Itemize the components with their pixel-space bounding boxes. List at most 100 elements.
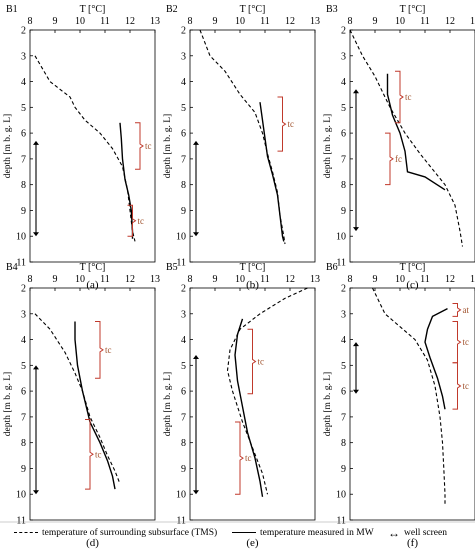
y-tick-label: 6 <box>21 129 26 140</box>
plot-frame <box>29 287 156 521</box>
x-tick-label: 10 <box>395 274 405 285</box>
y-tick-label: 6 <box>181 129 186 140</box>
y-tick-label: 10 <box>336 490 346 501</box>
x-tick-label: 13 <box>310 274 320 285</box>
x-tick-label: 12 <box>285 274 295 285</box>
annotation-label: tc <box>138 216 145 226</box>
y-tick-label: 7 <box>21 154 26 165</box>
well-screen-arrow-up <box>33 140 39 145</box>
y-tick-label: 3 <box>181 51 186 62</box>
y-tick-label: 7 <box>181 154 186 165</box>
well-screen-arrow-up <box>193 140 199 145</box>
solid-line-icon <box>232 532 256 534</box>
chart-id-label: B3 <box>326 4 338 15</box>
y-tick-label: 3 <box>181 309 186 320</box>
chart-b4: B4 T [°C] depth [m b. g. L] (d) 8 9 10 11 12 13 2 3… <box>3 262 160 549</box>
y-tick-label: 2 <box>341 284 346 295</box>
y-tick-label: 9 <box>21 206 26 217</box>
annotation-label: fc <box>395 154 402 164</box>
chart-b6: B6 T [°C] depth [m b. g. L] (f) 8 9 10 11 12 13 2 3… <box>323 262 475 549</box>
x-axis-label: T [°C] <box>240 262 266 273</box>
y-tick-label: 5 <box>21 103 26 114</box>
x-tick-label: 11 <box>260 274 270 285</box>
y-tick-label: 5 <box>181 103 186 114</box>
x-tick-label: 12 <box>445 274 455 285</box>
x-tick-label: 9 <box>53 16 58 27</box>
y-tick-label: 6 <box>21 387 26 398</box>
y-tick-label: 8 <box>21 180 26 191</box>
y-tick-label: 4 <box>341 335 346 346</box>
y-tick-label: 9 <box>341 464 346 475</box>
x-tick-label: 9 <box>53 274 58 285</box>
y-tick-label: 8 <box>181 180 186 191</box>
x-tick-label: 11 <box>100 274 110 285</box>
annotation-label: tc <box>105 345 112 355</box>
annotation-label: tc <box>95 449 102 459</box>
y-axis-label: depth [m b. g. L] <box>3 114 13 178</box>
x-tick-label: 11 <box>100 16 110 27</box>
series-tms-line <box>34 55 136 242</box>
x-tick-label: 13 <box>470 16 475 27</box>
x-axis-label: T [°C] <box>80 262 106 273</box>
y-axis-label: depth [m b. g. L] <box>3 372 13 436</box>
x-tick-label: 9 <box>213 16 218 27</box>
annotation-bracket <box>277 96 287 152</box>
series-tms-line <box>372 287 446 505</box>
plot-frame <box>349 29 475 263</box>
x-tick-label: 12 <box>125 16 135 27</box>
x-tick-label: 9 <box>373 274 378 285</box>
y-tick-label: 9 <box>181 206 186 217</box>
y-tick-label: 5 <box>21 361 26 372</box>
y-tick-label: 3 <box>21 309 26 320</box>
annotation-label: tc <box>405 92 412 102</box>
x-tick-label: 12 <box>125 274 135 285</box>
y-axis-label: depth [m b. g. L] <box>323 114 333 178</box>
x-tick-label: 8 <box>188 274 193 285</box>
chart-id-label: B1 <box>6 4 18 15</box>
annotation-bracket <box>452 302 462 317</box>
y-axis-label: depth [m b. g. L] <box>163 114 173 178</box>
well-screen-arrow-down <box>193 232 199 237</box>
x-tick-label: 10 <box>235 16 245 27</box>
y-axis-label: depth [m b. g. L] <box>323 372 333 436</box>
series-mw-line <box>386 73 446 191</box>
y-tick-label: 6 <box>341 387 346 398</box>
panel-label: (c) <box>406 279 419 291</box>
annotation-label: tc <box>463 381 470 391</box>
y-tick-label: 11 <box>336 258 346 269</box>
annotation-bracket <box>385 132 394 186</box>
y-tick-label: 3 <box>21 51 26 62</box>
annotation-bracket <box>95 321 104 379</box>
y-tick-label: 9 <box>181 464 186 475</box>
x-tick-label: 8 <box>28 274 33 285</box>
x-tick-label: 12 <box>445 16 455 27</box>
x-tick-label: 8 <box>348 16 353 27</box>
y-tick-label: 9 <box>341 206 346 217</box>
series-mw-line <box>234 318 264 497</box>
x-axis-label: T [°C] <box>240 4 266 15</box>
x-tick-label: 11 <box>420 274 430 285</box>
x-axis-label: T [°C] <box>80 4 106 15</box>
well-screen-arrow-up <box>193 355 199 360</box>
y-tick-label: 3 <box>341 309 346 320</box>
annotation-label: tc <box>258 356 265 366</box>
well-screen-arrow-down <box>353 389 359 394</box>
y-tick-label: 10 <box>16 490 26 501</box>
y-tick-label: 10 <box>336 232 346 243</box>
x-tick-label: 13 <box>150 274 160 285</box>
y-tick-label: 4 <box>21 77 26 88</box>
y-tick-label: 2 <box>21 26 26 37</box>
well-screen-arrow-up <box>353 342 359 347</box>
annotation-bracket <box>127 204 137 237</box>
legend: temperature of surrounding subsurface (T… <box>0 524 475 544</box>
y-tick-label: 11 <box>176 258 186 269</box>
y-tick-label: 2 <box>181 284 186 295</box>
dashed-line-icon <box>14 532 38 534</box>
double-arrow-icon: ↔ <box>388 526 400 540</box>
annotation-bracket <box>395 70 404 124</box>
annotation-label: tc <box>245 453 252 463</box>
y-tick-label: 11 <box>176 516 186 527</box>
panel-label: (f) <box>407 537 418 549</box>
y-tick-label: 5 <box>181 361 186 372</box>
well-screen-arrow-up <box>353 89 359 94</box>
